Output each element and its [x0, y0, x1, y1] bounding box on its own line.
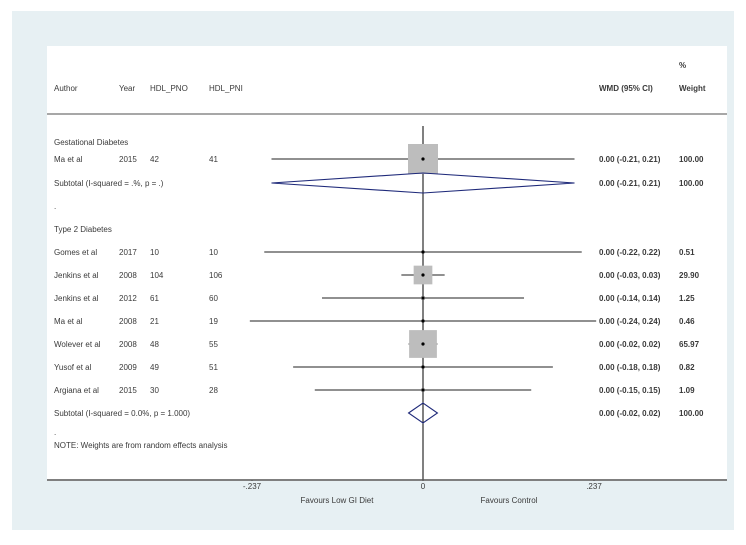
study-wmd-ci: 0.00 (-0.02, 0.02)	[599, 340, 661, 349]
study-hdl-pni: 106	[209, 271, 223, 280]
x-axis-labels: -.237 0 .237 Favours Low GI Diet Favours Con…	[243, 482, 602, 505]
point-estimate	[421, 296, 425, 300]
column-header-author: Author	[54, 84, 78, 93]
spacer-dot: .	[54, 202, 56, 211]
study-author: Wolever et al	[54, 340, 101, 349]
study-hdl-pni: 28	[209, 386, 218, 395]
study-hdl-pno: 104	[150, 271, 164, 280]
study-author: Gomes et al	[54, 248, 97, 257]
study-year: 2017	[119, 248, 137, 257]
forest-plot-panel: Author Year HDL_PNO HDL_PNI WMD (95% CI)% Wei…	[47, 46, 727, 481]
study-hdl-pno: 42	[150, 155, 159, 164]
point-estimate	[421, 365, 425, 369]
study-hdl-pno: 61	[150, 294, 159, 303]
study-author: Yusof et al	[54, 363, 92, 372]
study-hdl-pni: 60	[209, 294, 218, 303]
study-hdl-pno: 49	[150, 363, 159, 372]
subtotal-weight: 100.00	[679, 179, 704, 188]
study-wmd-ci: 0.00 (-0.15, 0.15)	[599, 386, 661, 395]
study-wmd-ci: 0.00 (-0.21, 0.21)	[599, 155, 661, 164]
point-estimate	[421, 250, 425, 254]
figure-background: Author Year HDL_PNO HDL_PNI WMD (95% CI)% Wei…	[12, 11, 734, 530]
study-author: Jenkins et al	[54, 271, 99, 280]
point-estimate	[421, 342, 425, 346]
subtotal-label: Subtotal (I-squared = 0.0%, p = 1.000)	[54, 409, 190, 418]
subtotal-diamond	[271, 172, 575, 194]
study-weight: 1.25	[679, 294, 695, 303]
subtotal-wmd-ci: 0.00 (-0.02, 0.02)	[599, 409, 661, 418]
study-hdl-pni: 19	[209, 317, 218, 326]
column-header-wmd: WMD (95% CI)	[599, 84, 653, 93]
study-weight: 0.82	[679, 363, 695, 372]
x-tick-label: .237	[586, 482, 602, 491]
study-year: 2008	[119, 340, 137, 349]
study-wmd-ci: 0.00 (-0.22, 0.22)	[599, 248, 661, 257]
study-weight: 65.97	[679, 340, 700, 349]
forest-plot: Author Year HDL_PNO HDL_PNI WMD (95% CI)% Wei…	[47, 61, 727, 481]
study-wmd-ci: 0.00 (-0.14, 0.14)	[599, 294, 661, 303]
group-heading: Type 2 Diabetes	[54, 225, 112, 234]
study-wmd-ci: 0.00 (-0.18, 0.18)	[599, 363, 661, 372]
study-author: Ma et al	[54, 317, 83, 326]
study-hdl-pno: 30	[150, 386, 159, 395]
study-author: Ma et al	[54, 155, 83, 164]
point-estimate	[421, 319, 425, 323]
subtotal-label: Subtotal (I-squared = .%, p = .)	[54, 179, 164, 188]
study-weight: 1.09	[679, 386, 695, 395]
study-hdl-pno: 48	[150, 340, 159, 349]
column-header-hdl-pno: HDL_PNO	[150, 84, 188, 93]
study-wmd-ci: 0.00 (-0.03, 0.03)	[599, 271, 661, 280]
column-header-weight: Weight	[679, 84, 706, 93]
study-year: 2008	[119, 317, 137, 326]
column-header-year: Year	[119, 84, 136, 93]
footnote: NOTE: Weights are from random effects an…	[54, 441, 228, 450]
study-weight: 0.51	[679, 248, 695, 257]
point-estimate	[421, 273, 425, 277]
study-hdl-pno: 21	[150, 317, 159, 326]
spacer-dot: .	[54, 428, 56, 437]
x-tick-label: 0	[421, 482, 426, 491]
x-axis-right-label: Favours Control	[481, 496, 538, 505]
study-author: Argiana et al	[54, 386, 99, 395]
study-year: 2015	[119, 155, 137, 164]
column-header-weight-pct: %	[679, 61, 686, 70]
study-weight: 0.46	[679, 317, 695, 326]
point-estimate	[421, 157, 425, 161]
study-year: 2012	[119, 294, 137, 303]
study-weight: 100.00	[679, 155, 704, 164]
x-tick-label: -.237	[243, 482, 262, 491]
column-header-hdl-pni: HDL_PNI	[209, 84, 243, 93]
study-hdl-pni: 51	[209, 363, 218, 372]
point-estimate	[421, 388, 425, 392]
study-author: Jenkins et al	[54, 294, 99, 303]
study-hdl-pni: 41	[209, 155, 218, 164]
study-hdl-pno: 10	[150, 248, 159, 257]
study-year: 2008	[119, 271, 137, 280]
study-year: 2009	[119, 363, 137, 372]
study-weight: 29.90	[679, 271, 700, 280]
study-year: 2015	[119, 386, 137, 395]
subtotal-diamond	[407, 402, 439, 424]
subtotal-weight: 100.00	[679, 409, 704, 418]
study-wmd-ci: 0.00 (-0.24, 0.24)	[599, 317, 661, 326]
group-heading: Gestational Diabetes	[54, 138, 128, 147]
study-hdl-pni: 10	[209, 248, 218, 257]
subtotal-wmd-ci: 0.00 (-0.21, 0.21)	[599, 179, 661, 188]
x-axis-left-label: Favours Low GI Diet	[301, 496, 375, 505]
study-hdl-pni: 55	[209, 340, 218, 349]
